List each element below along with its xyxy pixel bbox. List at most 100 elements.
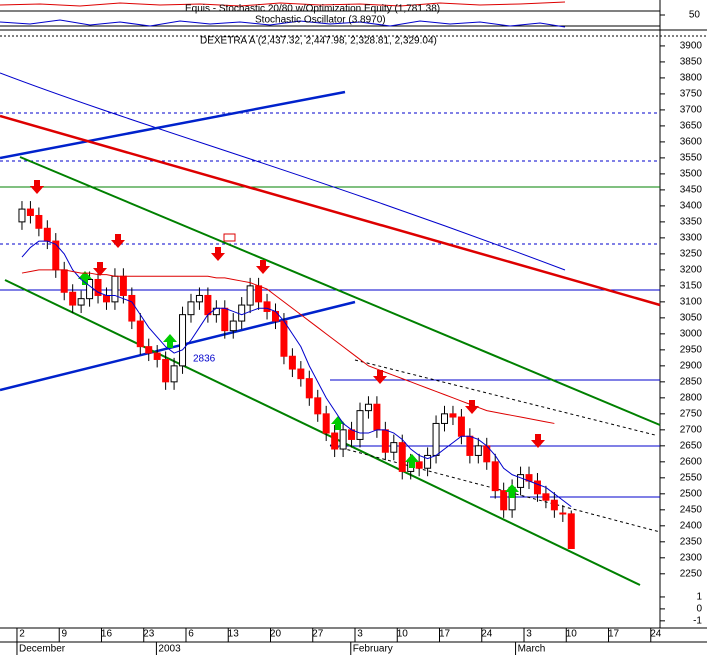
candle-body — [187, 301, 195, 316]
candle-body — [136, 320, 144, 348]
trendline — [0, 300, 356, 392]
y-tick-label: 3800 — [680, 73, 703, 84]
stoch-line — [0, 19, 566, 28]
candle-body — [162, 358, 170, 383]
y-tick-label: 2800 — [680, 392, 703, 403]
sell-arrow — [30, 180, 44, 194]
x-tick-label: 17 — [608, 629, 620, 640]
candle-body — [69, 291, 77, 306]
x-tick-label: 24 — [650, 629, 662, 640]
buy-arrow — [331, 416, 345, 430]
candle-body — [457, 416, 465, 437]
candles — [18, 201, 575, 550]
moving-average — [21, 269, 555, 424]
month-label: December — [19, 644, 66, 655]
x-tick-label: 2 — [19, 629, 25, 640]
candle-body — [364, 403, 372, 412]
candle-body — [542, 493, 550, 501]
candle-body — [441, 413, 449, 424]
candle-body — [500, 490, 508, 511]
candle-body — [35, 214, 43, 229]
candle-body — [212, 307, 220, 316]
candle-body — [322, 413, 330, 434]
y-tick-label: 3450 — [680, 185, 703, 196]
candle-body — [559, 512, 567, 515]
x-tick-label: 23 — [143, 629, 155, 640]
y-tick-label: 3100 — [680, 297, 703, 308]
candle-body — [170, 365, 178, 383]
buy-arrow — [505, 484, 519, 498]
y-tick-label: 2400 — [680, 520, 703, 531]
sell-arrow — [373, 370, 387, 384]
y-tick-label: 3400 — [680, 201, 703, 212]
candle-body — [474, 445, 482, 456]
y-tick-label: 2300 — [680, 552, 703, 563]
candle-body — [550, 499, 558, 511]
x-tick-label: 10 — [566, 629, 578, 640]
candle-body — [179, 314, 187, 367]
candle-body — [449, 413, 457, 418]
sell-arrow — [531, 434, 545, 448]
y-tick-label: 3500 — [680, 169, 703, 180]
long-average — [0, 72, 566, 271]
candle-body — [204, 294, 212, 316]
y-tick-label: 2500 — [680, 488, 703, 499]
y-tick-label: 3200 — [680, 265, 703, 276]
y-tick-label: 2950 — [680, 344, 703, 355]
candle-body — [373, 403, 381, 431]
y-tick-label: 2250 — [680, 568, 703, 579]
x-tick-label: 9 — [61, 629, 67, 640]
candle-body — [398, 442, 406, 472]
candle-body — [255, 285, 263, 303]
month-label: 2003 — [158, 644, 181, 655]
candle-body — [86, 278, 94, 300]
candle-body — [533, 480, 541, 495]
buy-arrow — [78, 271, 92, 285]
y-tick-label: 3150 — [680, 281, 703, 292]
x-tick-label: 6 — [188, 629, 194, 640]
candle-body — [432, 422, 440, 456]
x-tick-label: 24 — [481, 629, 493, 640]
chart-title: Equis - Stochastic 20/80 w/Optimization … — [185, 4, 440, 15]
candle-body — [280, 320, 288, 357]
candle-body — [517, 474, 525, 488]
month-label: March — [518, 644, 546, 655]
y-tick-label: 2850 — [680, 376, 703, 387]
stoch-tick-label: 50 — [689, 10, 701, 21]
candle-body — [331, 432, 339, 450]
candle-body — [297, 368, 305, 380]
trendline — [0, 90, 346, 160]
y-tick-label: 2650 — [680, 440, 703, 451]
sell-signals — [30, 180, 545, 448]
candle-body — [26, 208, 34, 216]
x-tick-label: 10 — [397, 629, 409, 640]
y-tick-label: 3000 — [680, 328, 703, 339]
candle-body — [195, 294, 203, 303]
candle-body — [119, 275, 127, 296]
candle-body — [153, 352, 161, 360]
y-tick-label: 3850 — [680, 57, 703, 68]
trendline — [4, 279, 641, 586]
y-tick-label: 3650 — [680, 121, 703, 132]
x-tick-label: 3 — [526, 629, 532, 640]
candle-body — [52, 240, 60, 271]
candle-body — [18, 208, 26, 223]
lower-tick-label: -1 — [693, 615, 702, 626]
x-tick-label: 16 — [101, 629, 113, 640]
candle-body — [43, 227, 51, 242]
sell-arrow — [256, 260, 270, 274]
candle-body — [314, 397, 322, 415]
y-tick-label: 3250 — [680, 249, 703, 260]
y-tick-label: 3550 — [680, 153, 703, 164]
candle-body — [263, 301, 271, 312]
candle-body — [305, 378, 313, 399]
y-tick-label: 3700 — [680, 105, 703, 116]
trendline — [19, 156, 661, 426]
candle-body — [271, 310, 279, 322]
buy-arrow — [405, 454, 419, 468]
buy-signals — [78, 271, 519, 498]
candle-body — [238, 304, 246, 322]
candle-body — [356, 410, 364, 440]
y-tick-label: 3050 — [680, 312, 703, 323]
